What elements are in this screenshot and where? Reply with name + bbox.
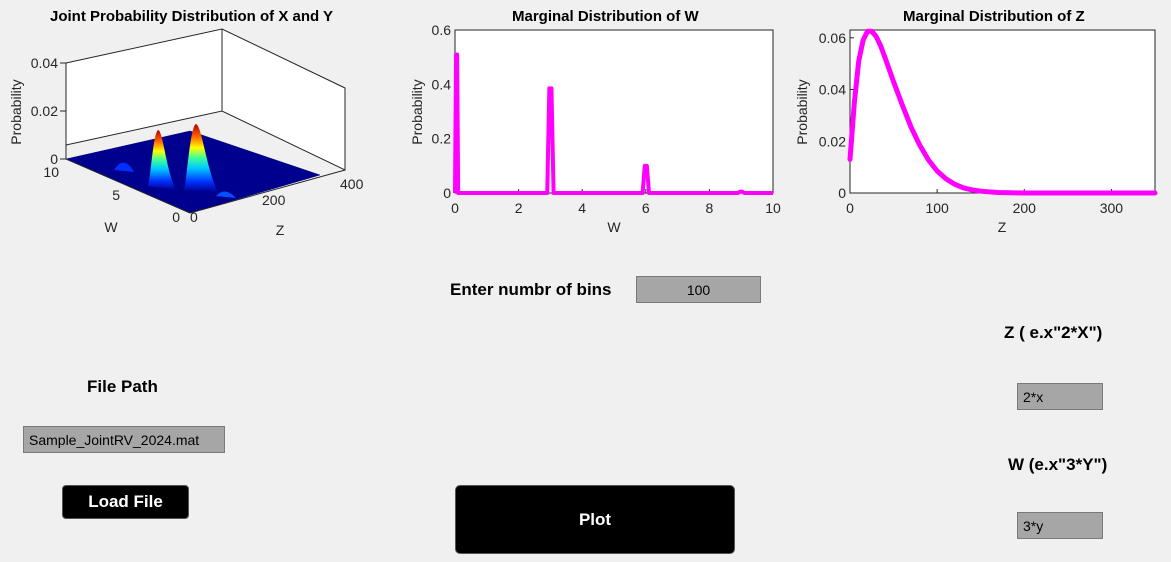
marginal-w-plot-area	[454, 29, 774, 194]
marginal-z-ylabel: Probability	[794, 79, 810, 144]
load-file-button[interactable]: Load File	[62, 485, 189, 519]
marginal-w-xtick-label: 8	[706, 200, 714, 216]
marginal-z-xtick-label: 200	[1013, 200, 1037, 216]
joint-x-tick-0: 0	[190, 209, 198, 225]
marginal-w-xlabel: W	[607, 219, 621, 235]
joint-ylabel: W	[104, 219, 118, 235]
joint-x-tick-200: 200	[262, 192, 286, 208]
z-expression-input[interactable]	[1017, 383, 1103, 410]
joint-chart-title: Joint Probability Distribution of X and …	[50, 8, 334, 25]
marginal-w-ytick-label: 0.4	[432, 76, 452, 92]
marginal-w-xtick-label: 10	[765, 200, 781, 216]
joint-zlabel: Probability	[8, 79, 24, 144]
joint-w-axis	[65, 158, 191, 214]
bins-input[interactable]	[636, 276, 761, 303]
marginal-z-ytick-label: 0.02	[819, 133, 846, 149]
marginal-w-chart: 0 2 4 6 8 10 0 0.2 0.4 0.6 W Probability	[409, 22, 781, 235]
joint-peak-w9	[216, 191, 236, 198]
joint-3d-chart: 0 0.02 0.04 Probability 10 5 0 W 0 200 4…	[8, 28, 364, 238]
w-expression-label: W (e.x"3*Y")	[1008, 455, 1108, 474]
marginal-w-ytick-label: 0	[443, 185, 451, 201]
marginal-w-ytick-label: 0.6	[432, 22, 452, 38]
joint-z-axis	[189, 169, 346, 214]
bins-label: Enter numbr of bins	[450, 280, 612, 299]
plot-button[interactable]: Plot	[455, 485, 735, 554]
joint-w-tick-10: 10	[43, 164, 59, 180]
joint-zaxis-ticks: 0 0.02 0.04	[31, 55, 66, 167]
marginal-w-ytick-label: 0.2	[432, 131, 452, 147]
joint-x-tick-400: 400	[340, 176, 364, 192]
marginal-z-chart-title: Marginal Distribution of Z	[903, 8, 1085, 25]
joint-z-tick-0: 0	[50, 151, 58, 167]
marginal-w-axis-ticks: 0 2 4 6 8 10 0 0.2 0.4 0.6	[432, 22, 781, 216]
joint-xlabel: Z	[276, 222, 285, 238]
z-expression-label: Z ( e.x"2*X")	[1004, 323, 1103, 342]
marginal-z-ytick-label: 0.06	[819, 30, 846, 46]
joint-w-tick-0: 0	[172, 209, 180, 225]
marginal-z-ytick-label: 0.04	[819, 82, 846, 98]
marginal-w-ylabel: Probability	[409, 79, 425, 144]
marginal-z-xtick-label: 100	[925, 200, 949, 216]
joint-w-tick-5: 5	[112, 187, 120, 203]
joint-waxis-ticks: 10 5 0	[43, 164, 180, 225]
marginal-z-curve	[847, 28, 1158, 196]
marginal-z-xlabel: Z	[998, 219, 1007, 235]
joint-peak-w0	[114, 162, 134, 172]
marginal-z-xtick-label: 0	[846, 200, 854, 216]
w-expression-input[interactable]	[1017, 512, 1103, 539]
marginal-w-xtick-label: 6	[642, 200, 650, 216]
file-path-input[interactable]	[23, 426, 225, 453]
marginal-z-xtick-label: 300	[1100, 200, 1124, 216]
file-path-label: File Path	[87, 377, 158, 396]
joint-z-tick-2: 0.04	[31, 55, 58, 71]
marginal-w-chart-title: Marginal Distribution of W	[512, 8, 699, 25]
marginal-z-ytick-label: 0	[838, 185, 846, 201]
marginal-w-xtick-label: 0	[451, 200, 459, 216]
marginal-w-xtick-label: 4	[578, 200, 586, 216]
joint-peak-w6	[184, 124, 218, 192]
marginal-w-xtick-label: 2	[515, 200, 523, 216]
joint-xaxis-ticks: 0 200 400	[190, 176, 364, 225]
joint-peak-w3	[148, 130, 176, 190]
joint-peaks	[114, 124, 236, 198]
marginal-w-curve	[453, 52, 773, 195]
marginal-z-chart: 0 100 200 300 0 0.02 0.04 0.06 Z Probability	[794, 28, 1158, 235]
marginal-z-plot-area	[849, 29, 1156, 194]
joint-z-tick-1: 0.02	[31, 103, 58, 119]
